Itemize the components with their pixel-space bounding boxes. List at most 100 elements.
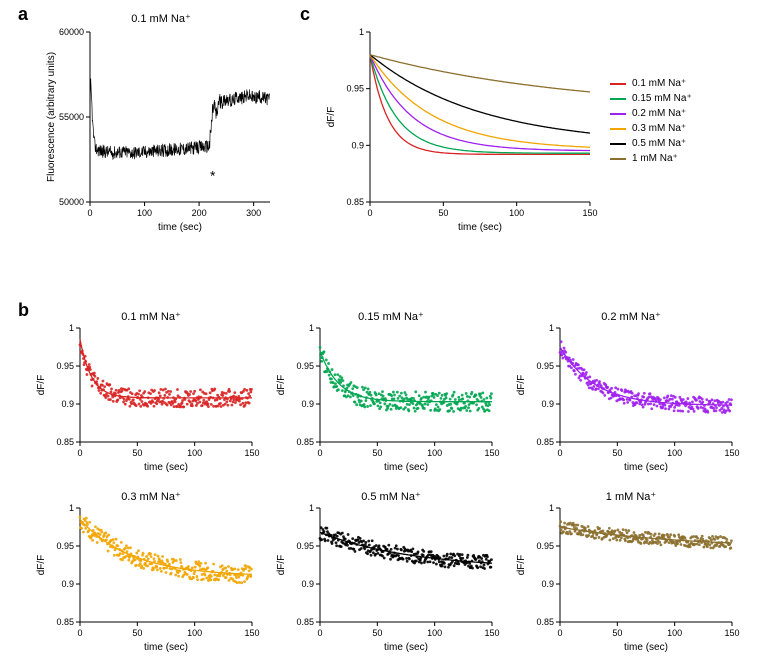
svg-text:1: 1: [359, 27, 364, 37]
svg-text:0: 0: [77, 448, 82, 458]
svg-text:time (sec): time (sec): [458, 222, 502, 233]
svg-text:0.85: 0.85: [296, 617, 314, 627]
svg-text:0.9: 0.9: [541, 399, 554, 409]
svg-text:0.9: 0.9: [301, 399, 314, 409]
svg-text:dF/F: dF/F: [276, 555, 287, 576]
legend-swatch: [610, 98, 626, 100]
legend-item: 0.3 mM Na⁺: [610, 123, 692, 134]
svg-text:0.9: 0.9: [61, 579, 74, 589]
panel-b-subplot-1: 0.1 mM Na⁺ 0.850.90.951050100150time (se…: [36, 314, 266, 484]
svg-text:0: 0: [367, 208, 372, 218]
svg-text:0.85: 0.85: [296, 437, 314, 447]
svg-text:1: 1: [309, 503, 314, 513]
legend-label: 0.5 mM Na⁺: [632, 138, 686, 149]
svg-text:0.95: 0.95: [296, 361, 314, 371]
panel-b-subplot-4: 0.3 mM Na⁺ 0.850.90.951050100150time (se…: [36, 494, 266, 664]
svg-text:0.85: 0.85: [56, 617, 74, 627]
panel-b-title-4: 0.3 mM Na⁺: [36, 490, 266, 503]
svg-text:dF/F: dF/F: [516, 375, 527, 396]
svg-text:time (sec): time (sec): [624, 642, 668, 653]
svg-text:0.95: 0.95: [56, 361, 74, 371]
svg-text:time (sec): time (sec): [624, 462, 668, 473]
panel-b-subplot-2: 0.15 mM Na⁺ 0.850.90.951050100150time (s…: [276, 314, 506, 484]
svg-text:0: 0: [317, 628, 322, 638]
legend-swatch: [610, 143, 626, 145]
svg-text:dF/F: dF/F: [516, 555, 527, 576]
svg-text:100: 100: [427, 448, 442, 458]
svg-text:100: 100: [187, 448, 202, 458]
svg-text:100: 100: [509, 208, 524, 218]
panel-b-subplot-6: 1 mM Na⁺ 0.850.90.951050100150time (sec)…: [516, 494, 746, 664]
svg-text:50: 50: [438, 208, 448, 218]
svg-text:55000: 55000: [59, 112, 84, 122]
svg-text:*: *: [210, 168, 216, 184]
panel-label-c: c: [300, 4, 310, 25]
svg-text:0.9: 0.9: [61, 399, 74, 409]
legend-swatch: [610, 158, 626, 160]
svg-text:0: 0: [557, 448, 562, 458]
svg-text:0: 0: [557, 628, 562, 638]
svg-text:100: 100: [187, 628, 202, 638]
panel-b-title-3: 0.2 mM Na⁺: [516, 310, 746, 323]
svg-text:50: 50: [612, 448, 622, 458]
svg-text:50: 50: [372, 448, 382, 458]
legend-label: 0.3 mM Na⁺: [632, 123, 686, 134]
svg-text:0.95: 0.95: [346, 84, 364, 94]
svg-text:time (sec): time (sec): [144, 642, 188, 653]
svg-text:1: 1: [549, 503, 554, 513]
svg-text:0.95: 0.95: [536, 361, 554, 371]
legend-swatch: [610, 83, 626, 85]
svg-text:time (sec): time (sec): [144, 462, 188, 473]
legend-item: 1 mM Na⁺: [610, 153, 692, 164]
legend-item: 0.5 mM Na⁺: [610, 138, 692, 149]
page: a b c 0.1 mM Na⁺ 50000550006000001002003…: [0, 0, 762, 669]
svg-text:0.95: 0.95: [536, 541, 554, 551]
svg-text:150: 150: [244, 448, 259, 458]
svg-text:100: 100: [137, 208, 152, 218]
svg-text:0.95: 0.95: [56, 541, 74, 551]
svg-text:150: 150: [724, 448, 739, 458]
svg-text:0.85: 0.85: [346, 197, 364, 207]
legend-label: 0.2 mM Na⁺: [632, 108, 686, 119]
svg-text:1: 1: [549, 323, 554, 333]
svg-text:300: 300: [246, 208, 261, 218]
svg-text:dF/F: dF/F: [326, 107, 337, 128]
svg-text:200: 200: [192, 208, 207, 218]
panel-b-title-5: 0.5 mM Na⁺: [276, 490, 506, 503]
svg-text:100: 100: [667, 448, 682, 458]
legend-item: 0.15 mM Na⁺: [610, 93, 692, 104]
svg-text:150: 150: [484, 448, 499, 458]
svg-text:60000: 60000: [59, 27, 84, 37]
legend-label: 1 mM Na⁺: [632, 153, 678, 164]
svg-text:0: 0: [87, 208, 92, 218]
svg-text:1: 1: [309, 323, 314, 333]
svg-text:0: 0: [317, 448, 322, 458]
svg-text:100: 100: [667, 628, 682, 638]
panel-a-title: 0.1 mM Na⁺: [36, 12, 286, 25]
panel-label-b: b: [18, 300, 29, 321]
svg-text:50: 50: [612, 628, 622, 638]
panel-b-title-1: 0.1 mM Na⁺: [36, 310, 266, 323]
legend-item: 0.1 mM Na⁺: [610, 78, 692, 89]
svg-text:150: 150: [484, 628, 499, 638]
svg-text:50: 50: [372, 628, 382, 638]
panel-b-title-2: 0.15 mM Na⁺: [276, 310, 506, 323]
svg-text:time (sec): time (sec): [384, 462, 428, 473]
svg-text:0.95: 0.95: [296, 541, 314, 551]
panel-a-chart: 0.1 mM Na⁺ 5000055000600000100200300time…: [36, 14, 286, 254]
panel-b-subplot-3: 0.2 mM Na⁺ 0.850.90.951050100150time (se…: [516, 314, 746, 484]
panel-c-legend: 0.1 mM Na⁺ 0.15 mM Na⁺ 0.2 mM Na⁺ 0.3 mM Na…: [610, 78, 692, 168]
legend-item: 0.2 mM Na⁺: [610, 108, 692, 119]
svg-text:1: 1: [69, 503, 74, 513]
svg-text:Fluorescence (arbitrary units): Fluorescence (arbitrary units): [46, 52, 57, 182]
legend-label: 0.15 mM Na⁺: [632, 93, 692, 104]
panel-c-chart: 0.850.90.951050100150time (sec)dF/F: [318, 14, 608, 254]
svg-text:dF/F: dF/F: [276, 375, 287, 396]
svg-text:100: 100: [427, 628, 442, 638]
svg-text:150: 150: [244, 628, 259, 638]
svg-text:0.85: 0.85: [536, 617, 554, 627]
panel-b-subplot-5: 0.5 mM Na⁺ 0.850.90.951050100150time (se…: [276, 494, 506, 664]
svg-text:0.9: 0.9: [301, 579, 314, 589]
svg-text:50: 50: [132, 448, 142, 458]
svg-text:50: 50: [132, 628, 142, 638]
